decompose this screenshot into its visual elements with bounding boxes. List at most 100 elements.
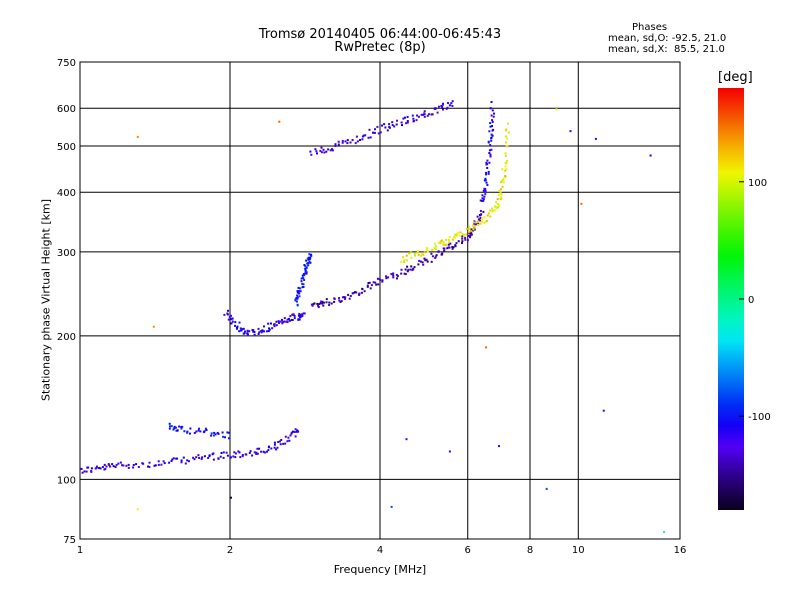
echo-point xyxy=(244,330,246,333)
echo-point xyxy=(494,206,497,208)
echo-point xyxy=(305,266,308,269)
echo-point xyxy=(384,126,387,129)
echo-point xyxy=(152,325,155,328)
echo-point xyxy=(268,327,270,330)
echo-point xyxy=(176,429,179,432)
echo-point xyxy=(319,302,322,305)
echo-point xyxy=(481,220,484,223)
echo-point xyxy=(442,108,444,111)
echo-point xyxy=(306,262,309,265)
echo-point xyxy=(299,290,302,293)
echo-point xyxy=(376,277,379,280)
echo-point xyxy=(497,193,500,196)
echo-point xyxy=(402,117,405,120)
echo-point xyxy=(489,153,492,156)
echo-point xyxy=(390,505,393,508)
echo-point xyxy=(377,132,380,135)
echo-point xyxy=(119,461,122,464)
echo-point xyxy=(441,106,444,108)
echo-point xyxy=(90,469,93,472)
echo-point xyxy=(446,247,449,250)
echo-point xyxy=(416,251,419,254)
echo-point xyxy=(391,124,394,127)
echo-point xyxy=(472,221,475,224)
echo-point xyxy=(310,303,313,306)
echo-point xyxy=(168,422,171,425)
echo-trace xyxy=(479,101,495,202)
echo-point xyxy=(486,163,489,166)
echo-point xyxy=(81,471,84,474)
echo-point xyxy=(368,281,371,284)
echo-point xyxy=(358,292,361,295)
echo-point xyxy=(304,272,307,275)
echo-point xyxy=(442,102,444,105)
echo-point xyxy=(125,464,128,467)
echo-point xyxy=(267,446,270,449)
echo-point xyxy=(294,428,297,431)
echo-point xyxy=(476,215,479,218)
y-tick-label: 75 xyxy=(63,535,76,546)
echo-point xyxy=(236,326,238,329)
echo-point xyxy=(230,322,233,325)
echo-point xyxy=(180,426,183,429)
echo-point xyxy=(426,247,429,250)
echo-point xyxy=(262,330,264,333)
echo-point xyxy=(300,314,303,316)
echo-point xyxy=(461,233,464,236)
echo-trace xyxy=(223,309,306,337)
echo-point xyxy=(267,322,270,325)
echo-point xyxy=(147,465,149,468)
echo-point xyxy=(316,302,319,305)
echo-point xyxy=(292,313,295,316)
echo-point xyxy=(401,124,403,127)
echo-point xyxy=(331,149,334,152)
echo-point xyxy=(507,131,510,134)
echo-point xyxy=(446,106,449,109)
echo-point xyxy=(132,464,135,466)
echo-point xyxy=(434,242,437,245)
echo-point xyxy=(354,291,356,294)
echo-point xyxy=(95,466,98,469)
y-tick-label: 200 xyxy=(57,332,76,343)
echo-point xyxy=(352,292,355,294)
echo-point xyxy=(479,219,482,222)
echo-point xyxy=(461,240,464,243)
echo-point xyxy=(307,262,310,264)
echo-point xyxy=(325,150,328,153)
colorbar-tick-label: -100 xyxy=(748,412,771,423)
echo-point xyxy=(344,296,347,299)
echo-point xyxy=(444,243,447,246)
echo-point xyxy=(236,325,239,328)
echo-point xyxy=(491,134,494,137)
echo-point xyxy=(369,136,372,139)
echo-point xyxy=(423,257,426,260)
echo-point xyxy=(284,442,287,445)
echo-point xyxy=(308,253,311,256)
echo-point xyxy=(422,253,425,256)
echo-point xyxy=(307,264,310,267)
echo-point xyxy=(393,125,396,128)
echo-point xyxy=(489,125,492,128)
echo-point xyxy=(400,121,403,124)
echo-point xyxy=(392,276,395,279)
echo-point xyxy=(461,235,464,238)
echo-trace xyxy=(309,100,454,156)
echo-point xyxy=(452,246,455,249)
echo-point xyxy=(457,231,460,234)
echo-point xyxy=(241,455,244,458)
echo-point xyxy=(388,123,391,126)
echo-point xyxy=(448,246,451,249)
echo-point xyxy=(244,453,247,456)
echo-point xyxy=(294,435,297,438)
echo-point xyxy=(440,239,443,242)
echo-point xyxy=(469,231,472,234)
echo-point xyxy=(431,248,434,251)
echo-point xyxy=(239,456,242,459)
echo-point xyxy=(304,265,307,268)
echo-point xyxy=(283,320,286,323)
echo-point xyxy=(127,463,130,466)
echo-point xyxy=(170,460,173,462)
echo-point xyxy=(96,465,98,468)
echo-point xyxy=(210,432,213,435)
echo-point xyxy=(305,272,308,275)
